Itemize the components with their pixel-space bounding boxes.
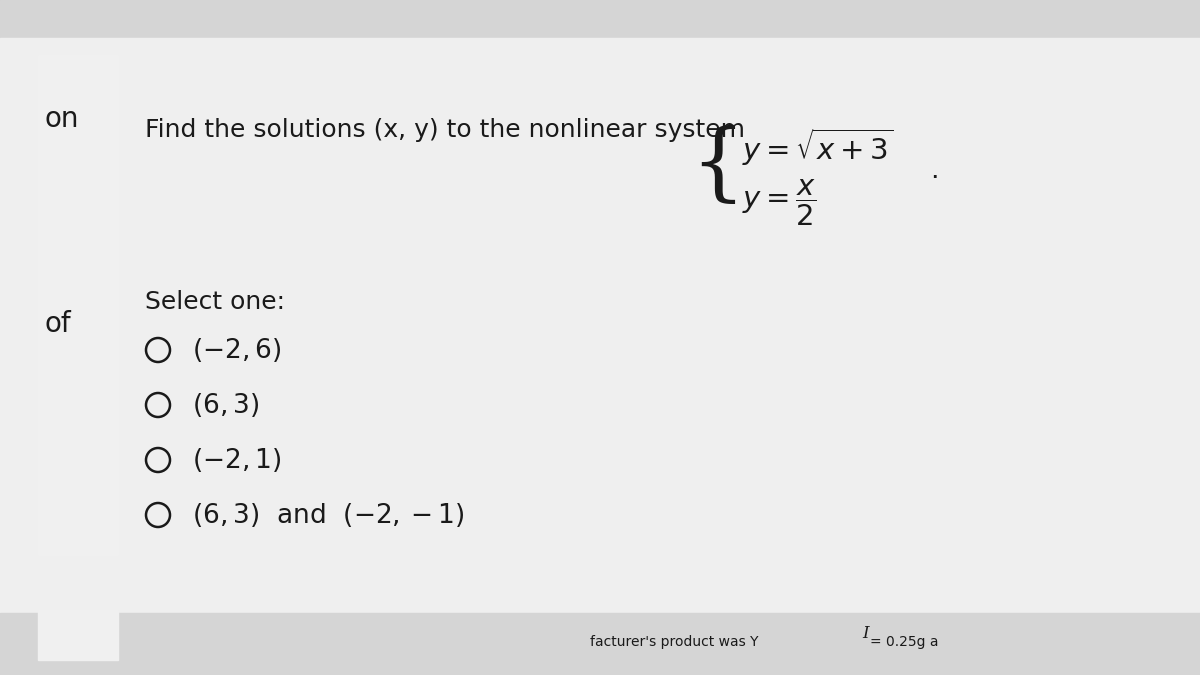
Text: $(-2, 1)$: $(-2, 1)$ — [192, 446, 282, 474]
Bar — [0, 613, 1200, 675]
Text: I: I — [862, 626, 869, 643]
Text: $y=\sqrt{x+3}$: $y=\sqrt{x+3}$ — [742, 126, 894, 168]
Text: $(6, 3)$: $(6, 3)$ — [192, 391, 259, 419]
Text: Select one:: Select one: — [145, 290, 286, 314]
Bar — [0, 0, 1200, 38]
Text: of: of — [46, 310, 72, 338]
Text: Find the solutions (x, y) to the nonlinear system: Find the solutions (x, y) to the nonline… — [145, 118, 745, 142]
Text: $(6, 3)$  and  $(-2, -1)$: $(6, 3)$ and $(-2, -1)$ — [192, 501, 464, 529]
Text: $(-2, 6)$: $(-2, 6)$ — [192, 336, 282, 364]
Text: = 0.25g a: = 0.25g a — [870, 635, 938, 649]
Text: facturer's product was Y: facturer's product was Y — [590, 635, 758, 649]
Text: on: on — [46, 105, 79, 133]
Text: {: { — [690, 124, 745, 208]
Text: .: . — [930, 158, 938, 184]
Bar — [0, 38, 1200, 613]
Text: $y=\dfrac{x}{2}$: $y=\dfrac{x}{2}$ — [742, 178, 816, 228]
Bar — [38, 55, 118, 555]
Bar — [38, 610, 118, 660]
